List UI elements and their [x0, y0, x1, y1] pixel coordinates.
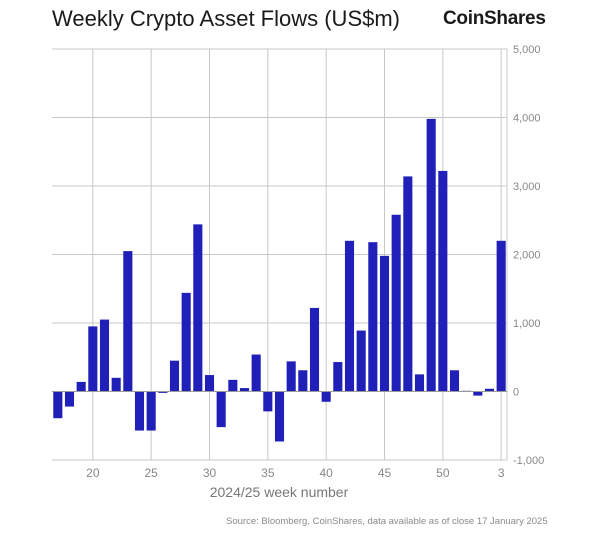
bar	[123, 251, 133, 392]
bars	[53, 118, 506, 442]
bar	[344, 240, 355, 392]
y-tick-label: 1,000	[513, 318, 541, 330]
bar	[181, 292, 191, 392]
bar	[333, 362, 343, 392]
bar	[286, 361, 296, 392]
bar	[239, 388, 250, 392]
bar	[146, 391, 156, 431]
bar	[426, 118, 436, 392]
bar	[473, 391, 483, 396]
bar	[193, 224, 203, 392]
bar	[449, 370, 460, 392]
y-tick-label: 5,000	[513, 44, 541, 56]
bar	[438, 170, 448, 392]
bar	[484, 388, 495, 392]
x-tick-label: 35	[261, 466, 275, 480]
y-tick-label: -1,000	[513, 455, 544, 467]
bar	[216, 391, 226, 428]
x-tick-label: 45	[378, 466, 392, 480]
bar	[88, 326, 98, 392]
bar	[134, 391, 145, 431]
bar	[263, 391, 273, 412]
bar	[99, 319, 110, 392]
bar	[111, 377, 121, 392]
bar	[169, 360, 180, 392]
bar	[414, 374, 425, 392]
bar	[496, 240, 506, 392]
bar	[274, 391, 285, 442]
source-note: Source: Bloomberg, CoinShares, data avai…	[226, 516, 548, 527]
bar	[298, 370, 308, 392]
bar	[53, 391, 63, 419]
bar	[228, 379, 238, 392]
bar	[379, 255, 390, 392]
x-tick-label: 3	[498, 466, 505, 480]
y-tick-label: 3,000	[513, 181, 541, 193]
bar	[356, 330, 366, 392]
y-tick-label: 0	[513, 387, 519, 399]
bar	[321, 391, 331, 402]
x-tick-label: 20	[86, 466, 100, 480]
bar	[403, 176, 413, 392]
coinshares-logo: CoinShares	[443, 8, 546, 29]
bar	[309, 307, 320, 392]
x-tick-label: 50	[436, 466, 450, 480]
bar	[64, 391, 75, 407]
x-axis-label: 2024/25 week number	[210, 484, 349, 500]
bar	[251, 354, 261, 392]
x-tick-label: 30	[203, 466, 217, 480]
bar	[158, 391, 168, 393]
bar	[204, 375, 215, 392]
y-tick-label: 2,000	[513, 250, 541, 262]
x-tick-label: 25	[144, 466, 158, 480]
y-tick-label: 4,000	[513, 113, 541, 125]
x-tick-label: 40	[319, 466, 333, 480]
bar	[76, 381, 86, 392]
chart-title: Weekly Crypto Asset Flows (US$m)	[52, 6, 401, 31]
bar	[391, 214, 401, 392]
bar	[368, 242, 378, 392]
